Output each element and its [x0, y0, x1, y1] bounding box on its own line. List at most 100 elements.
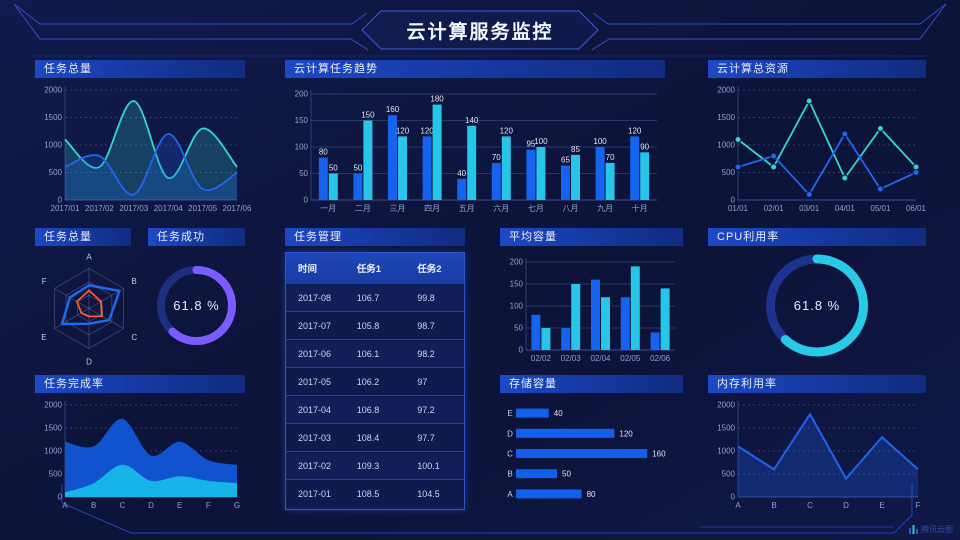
svg-text:02/01: 02/01 — [764, 204, 785, 213]
panel-storage: 存储容量 E 40 D 120 C 160 B 50 A 80 — [500, 375, 683, 512]
svg-text:F: F — [42, 277, 47, 286]
cloud-resource-line-chart: 0 500 1000 1500 2000 01/01 02/01 03/01 04/01 05/0… — [708, 78, 926, 215]
svg-text:C: C — [807, 501, 813, 510]
svg-text:03/01: 03/01 — [799, 204, 820, 213]
svg-text:0: 0 — [58, 196, 63, 205]
svg-text:2017/01: 2017/01 — [51, 204, 80, 213]
panel-title: 任务成功 — [148, 228, 245, 246]
svg-text:160: 160 — [652, 450, 666, 459]
task-radar-chart: A B C D E F — [35, 246, 143, 367]
table-cell: 97 — [417, 376, 428, 387]
svg-text:02/03: 02/03 — [561, 354, 582, 363]
table-cell: 98.7 — [417, 320, 435, 331]
svg-text:100: 100 — [593, 137, 607, 146]
page-title: 云计算服务监控 — [406, 21, 554, 43]
svg-text:2017/05: 2017/05 — [188, 204, 217, 213]
svg-text:2017/03: 2017/03 — [119, 204, 148, 213]
panel-title: 云计算任务趋势 — [285, 60, 665, 78]
svg-text:A: A — [507, 490, 513, 499]
svg-text:06/01: 06/01 — [906, 204, 927, 213]
svg-text:85: 85 — [571, 145, 580, 154]
svg-text:0: 0 — [304, 196, 309, 205]
svg-text:F: F — [206, 501, 211, 510]
svg-text:40: 40 — [457, 169, 466, 178]
svg-text:50: 50 — [299, 169, 308, 178]
svg-text:50: 50 — [353, 164, 362, 173]
panel-avg-capacity: 平均容量 0 50 100 150 200 02/02 02/03 02/04 02/05 02/… — [500, 228, 683, 365]
svg-text:01/01: 01/01 — [728, 204, 749, 213]
svg-text:05/01: 05/01 — [870, 204, 891, 213]
panel-task-completion: 任务完成率 0 500 1000 1500 2000 A B C D E F G — [35, 375, 245, 512]
svg-text:C: C — [119, 501, 125, 510]
svg-text:六月: 六月 — [493, 203, 509, 213]
task-trend-bar-chart: 0 50 100 150 200 80 50 160 120 40 70 95 65 100 120 50 15… — [285, 78, 665, 215]
avg-capacity-bar-chart: 0 50 100 150 200 02/02 02/03 02/04 02/05 02/06 — [500, 246, 683, 365]
svg-text:160: 160 — [386, 105, 400, 114]
task-table: 时间 任务1 任务2 2017-08 106.7 99.8 2017-07 105.8 98.… — [285, 252, 465, 510]
task-success-gauge-chart — [148, 246, 245, 365]
svg-text:G: G — [234, 501, 240, 510]
svg-text:70: 70 — [492, 153, 501, 162]
table-cell: 106.2 — [356, 376, 380, 387]
table-cell: 99.8 — [417, 292, 435, 303]
svg-text:200: 200 — [295, 90, 309, 99]
svg-text:40: 40 — [554, 409, 563, 418]
table-row: 2017-05 106.2 97 — [286, 367, 464, 395]
storage-hbar-chart: E 40 D 120 C 160 B 50 A 80 — [500, 393, 683, 512]
table-header-cell: 任务2 — [417, 264, 442, 275]
svg-text:F: F — [916, 501, 921, 510]
svg-text:1500: 1500 — [717, 113, 735, 122]
panel-title: 任务总量 — [35, 228, 131, 246]
svg-text:02/04: 02/04 — [590, 354, 611, 363]
table-cell: 109.3 — [356, 460, 380, 471]
svg-text:02/06: 02/06 — [650, 354, 671, 363]
table-row: 2017-03 108.4 97.7 — [286, 423, 464, 451]
svg-text:0: 0 — [58, 493, 63, 502]
svg-text:120: 120 — [396, 126, 410, 135]
table-row: 2017-04 106.8 97.2 — [286, 395, 464, 423]
svg-text:500: 500 — [722, 470, 736, 479]
panel-task-total-line: 任务总量 0 500 1000 1500 2000 2017/01 2017/02 2017/… — [35, 60, 252, 215]
table-cell: 2017-05 — [298, 376, 332, 387]
panel-title: 云计算总资源 — [708, 60, 926, 78]
svg-text:A: A — [86, 253, 92, 262]
table-row: 2017-02 109.3 100.1 — [286, 451, 464, 479]
svg-text:2000: 2000 — [717, 401, 735, 410]
table-cell: 2017-03 — [298, 432, 332, 443]
table-cell: 2017-04 — [298, 404, 332, 415]
svg-text:120: 120 — [628, 126, 642, 135]
panel-title: CPU利用率 — [708, 228, 926, 246]
task-completion-area-chart: 0 500 1000 1500 2000 A B C D E F G — [35, 393, 245, 512]
svg-text:02/02: 02/02 — [531, 354, 552, 363]
panel-title: 平均容量 — [500, 228, 683, 246]
svg-text:B: B — [507, 470, 512, 479]
svg-text:B: B — [771, 501, 776, 510]
svg-text:C: C — [507, 450, 513, 459]
svg-text:十月: 十月 — [632, 203, 648, 213]
svg-text:1000: 1000 — [44, 141, 62, 150]
svg-text:1000: 1000 — [717, 447, 735, 456]
svg-text:50: 50 — [514, 324, 523, 333]
table-cell: 2017-07 — [298, 320, 332, 331]
table-cell: 106.1 — [356, 348, 380, 359]
svg-text:120: 120 — [420, 126, 434, 135]
svg-text:B: B — [91, 501, 96, 510]
svg-text:1500: 1500 — [44, 113, 62, 122]
svg-text:九月: 九月 — [597, 204, 613, 213]
svg-text:100: 100 — [534, 137, 548, 146]
table-cell: 97.7 — [417, 432, 435, 443]
svg-text:150: 150 — [295, 116, 309, 125]
svg-text:95: 95 — [526, 140, 535, 149]
table-cell: 104.5 — [417, 488, 440, 499]
svg-text:B: B — [131, 277, 136, 286]
table-row: 2017-06 106.1 98.2 — [286, 339, 464, 367]
svg-text:E: E — [507, 409, 512, 418]
table-cell: 2017-06 — [298, 348, 332, 359]
svg-text:120: 120 — [500, 126, 514, 135]
svg-text:50: 50 — [329, 164, 338, 173]
svg-text:500: 500 — [722, 168, 736, 177]
table-cell: 100.1 — [417, 460, 440, 471]
panel-title: 内存利用率 — [708, 375, 926, 393]
table-cell: 108.5 — [356, 488, 380, 499]
svg-text:D: D — [843, 501, 849, 510]
